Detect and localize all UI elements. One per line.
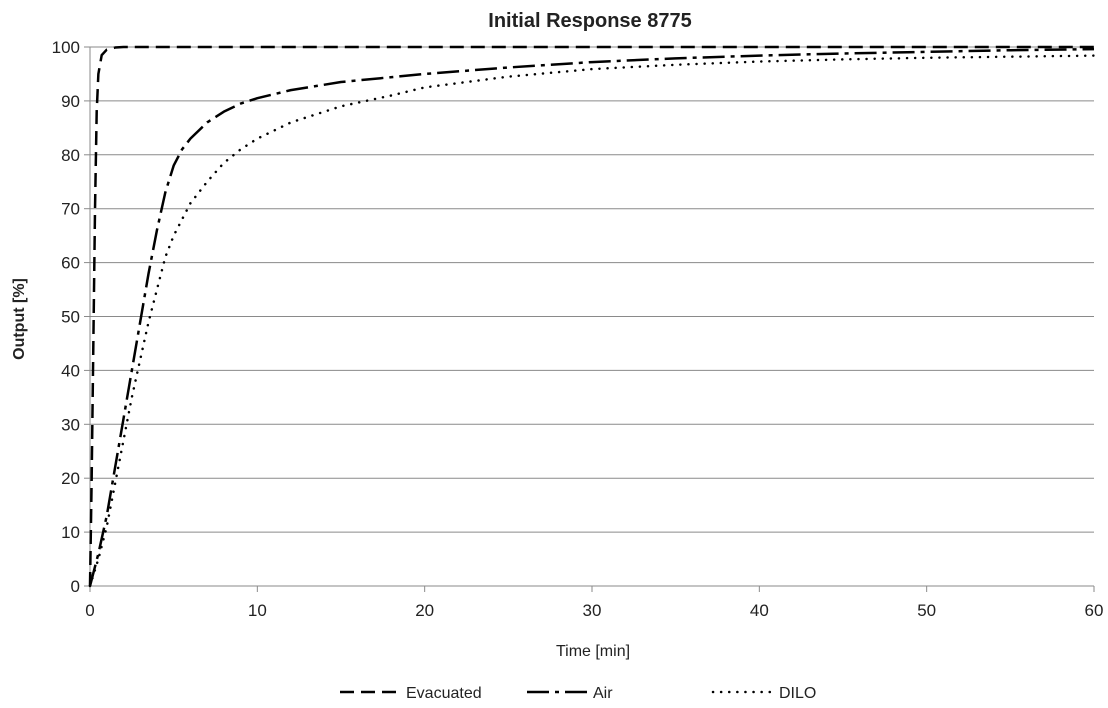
y-tick-label: 100	[52, 38, 80, 57]
x-axis-label: Time [min]	[556, 643, 630, 660]
x-tick-label: 40	[750, 601, 769, 620]
legend: Evacuated Air DILO	[340, 685, 816, 702]
y-tick-label: 80	[61, 146, 80, 165]
series-line-evacuated	[88, 45, 1094, 587]
y-tick-label: 90	[61, 92, 80, 111]
y-tick-label: 20	[61, 469, 80, 488]
axes	[84, 46, 1095, 592]
x-tick-labels: 0 10 20 30 40 50 60	[85, 601, 1103, 620]
y-tick-label: 60	[61, 254, 80, 273]
gridlines	[90, 46, 1094, 533]
legend-label: Air	[593, 685, 613, 702]
series-line-dilo	[88, 54, 1096, 588]
y-tick-label: 70	[61, 200, 80, 219]
legend-label: Evacuated	[406, 685, 482, 702]
y-tick-label: 40	[61, 361, 80, 380]
y-tick-label: 50	[61, 308, 80, 327]
y-tick-label: 10	[61, 523, 80, 542]
y-tick-label: 0	[71, 577, 80, 596]
x-tick-label: 0	[85, 601, 94, 620]
x-tick-label: 20	[415, 601, 434, 620]
x-tick-label: 60	[1085, 601, 1104, 620]
series-lines	[88, 45, 1096, 588]
y-axis-label: Output [%]	[11, 278, 28, 360]
legend-label: DILO	[779, 685, 816, 702]
chart-title: Initial Response 8775	[488, 10, 691, 32]
x-tick-label: 50	[917, 601, 936, 620]
y-tick-label: 30	[61, 415, 80, 434]
y-tick-labels: 0 10 20 30 40 50 60 70 80 90 100	[52, 38, 80, 596]
x-tick-label: 30	[583, 601, 602, 620]
x-tick-label: 10	[248, 601, 267, 620]
series-line-air	[88, 47, 1095, 587]
